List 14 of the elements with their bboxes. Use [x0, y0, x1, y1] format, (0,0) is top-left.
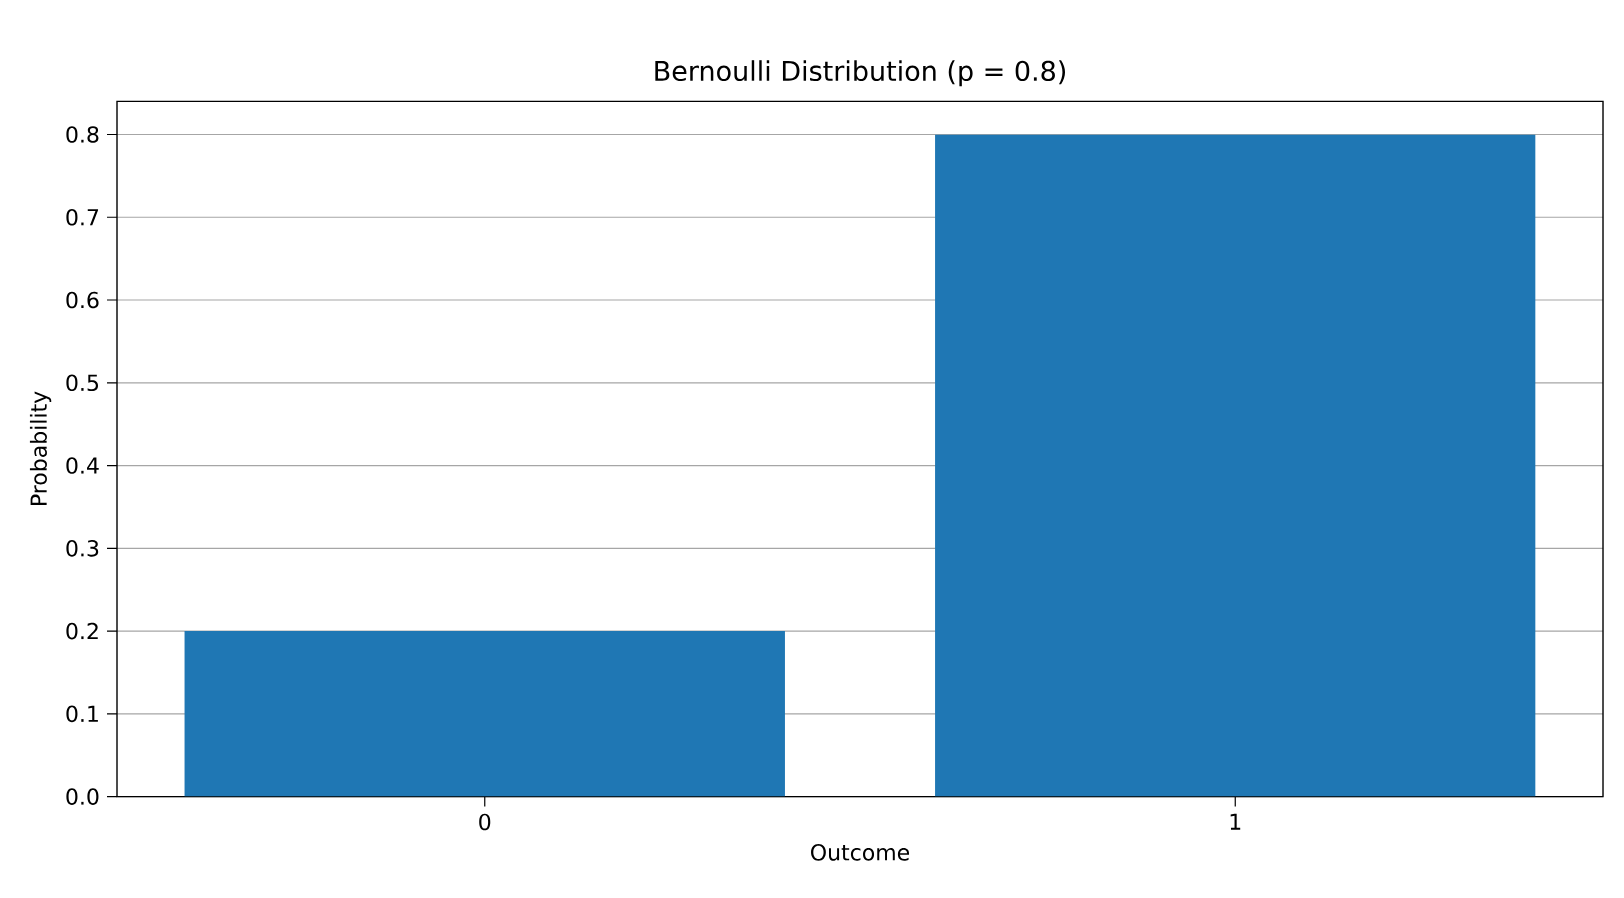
y-tick-label: 0.3 [66, 540, 99, 557]
y-tick-label: 0.1 [66, 705, 98, 723]
y-tick-label: 0.6 [66, 291, 99, 309]
x-tick-label: 1 [1230, 813, 1241, 830]
y-tick-label: 0.7 [66, 208, 99, 226]
y-tick-label: 0.4 [66, 457, 99, 474]
y-axis-title: Probability [29, 391, 52, 505]
y-tick-label: 0.2 [66, 622, 98, 640]
y-tick-label: 0.0 [66, 788, 99, 805]
chart-title: Bernoulli Distribution (p = 0.8) [655, 60, 1066, 87]
x-tick-label: 0 [479, 813, 491, 831]
y-tick-label: 0.8 [66, 126, 99, 143]
y-tick-label: 0.5 [66, 374, 99, 392]
x-axis-title: Outcome [811, 844, 910, 861]
